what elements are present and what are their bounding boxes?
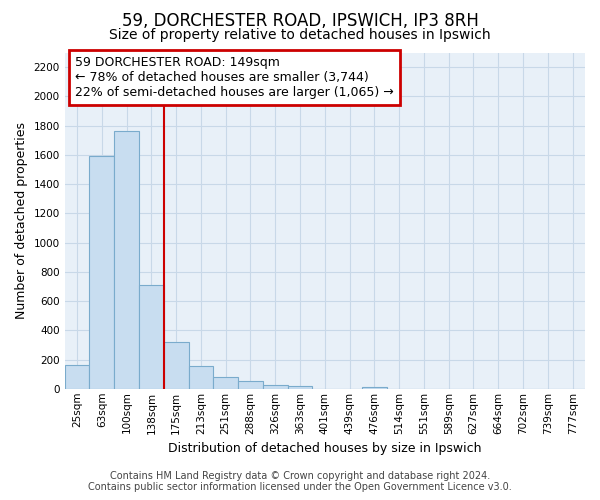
Bar bbox=[287, 386, 313, 389]
Text: 59 DORCHESTER ROAD: 149sqm
← 78% of detached houses are smaller (3,744)
22% of s: 59 DORCHESTER ROAD: 149sqm ← 78% of deta… bbox=[75, 56, 394, 99]
Bar bbox=[238, 382, 263, 389]
Text: Size of property relative to detached houses in Ipswich: Size of property relative to detached ho… bbox=[109, 28, 491, 42]
Text: Contains HM Land Registry data © Crown copyright and database right 2024.
Contai: Contains HM Land Registry data © Crown c… bbox=[88, 471, 512, 492]
Text: 59, DORCHESTER ROAD, IPSWICH, IP3 8RH: 59, DORCHESTER ROAD, IPSWICH, IP3 8RH bbox=[122, 12, 478, 30]
Bar bbox=[164, 342, 188, 389]
Bar bbox=[263, 385, 287, 389]
Bar bbox=[89, 156, 114, 389]
Y-axis label: Number of detached properties: Number of detached properties bbox=[15, 122, 28, 319]
Bar bbox=[139, 285, 164, 389]
Bar bbox=[65, 366, 89, 389]
X-axis label: Distribution of detached houses by size in Ipswich: Distribution of detached houses by size … bbox=[168, 442, 482, 455]
Bar bbox=[188, 366, 214, 389]
Bar bbox=[114, 132, 139, 389]
Bar bbox=[362, 386, 387, 389]
Bar bbox=[214, 377, 238, 389]
